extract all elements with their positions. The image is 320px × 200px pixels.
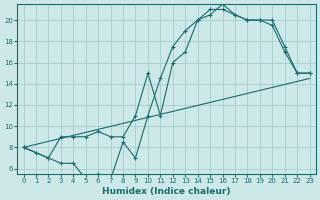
X-axis label: Humidex (Indice chaleur): Humidex (Indice chaleur) bbox=[102, 187, 231, 196]
